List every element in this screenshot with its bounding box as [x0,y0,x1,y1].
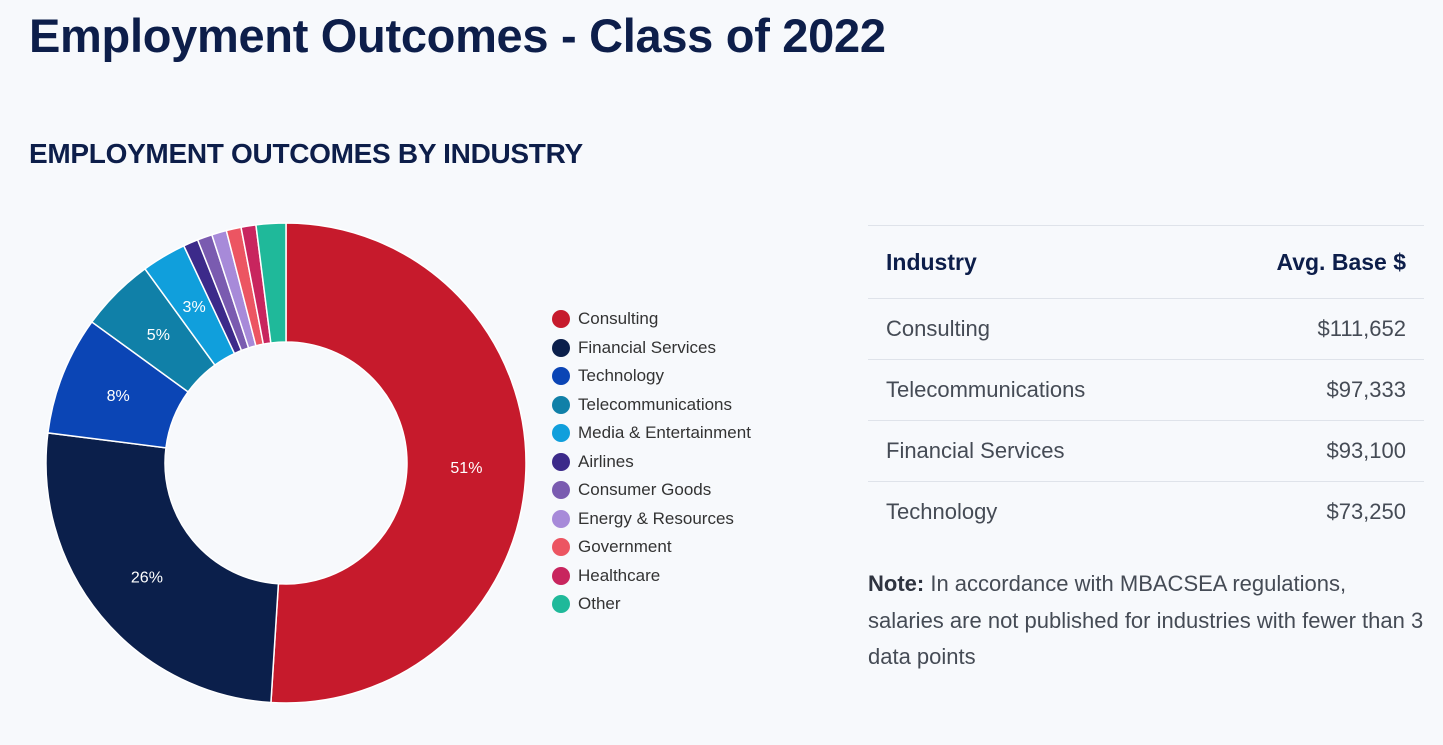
slice-label-financial-services: 26% [131,570,163,587]
row-salary: $97,333 [1194,359,1424,421]
legend-item-consumer-goods[interactable]: Consumer Goods [552,476,751,505]
table-row: Telecommunications $97,333 [868,359,1424,421]
legend-swatch [552,566,570,585]
header-avg-base: Avg. Base $ [1194,225,1424,299]
legend-item-media-and-entertainment[interactable]: Media & Entertainment [552,419,751,448]
note-label: Note: [868,571,925,596]
industry-donut-chart: 51% 26% 8% 5% 3% [45,222,527,704]
row-salary: $111,652 [1194,298,1424,360]
table-row: Technology $73,250 [868,481,1424,542]
table-header-row: Industry Avg. Base $ [868,225,1424,299]
legend-label: Financial Services [578,337,716,357]
legend-item-other[interactable]: Other [552,590,751,619]
slice-label-telecommunications: 5% [147,327,170,344]
legend-label: Technology [578,366,665,386]
legend-swatch [552,509,570,528]
row-industry: Financial Services [868,420,1195,482]
slice-financial-services [45,432,280,704]
legend-swatch [552,395,570,414]
legend-swatch [552,452,570,471]
header-industry: Industry [868,225,1195,299]
legend-label: Other [578,594,621,614]
legend-label: Airlines [578,451,634,471]
slice-consulting [270,222,527,704]
chart-legend: Consulting Financial Services Technology Te… [552,305,751,619]
legend-label: Consumer Goods [578,480,712,500]
table-row: Financial Services $93,100 [868,420,1424,482]
table-row: Consulting $111,652 [868,298,1424,360]
legend-item-telecommunications[interactable]: Telecommunications [552,391,751,420]
row-industry: Consulting [868,298,1195,360]
legend-item-airlines[interactable]: Airlines [552,448,751,477]
legend-label: Media & Entertainment [578,423,751,443]
legend-swatch [552,424,570,443]
legend-item-healthcare[interactable]: Healthcare [552,562,751,591]
page-title: Employment Outcomes - Class of 2022 [29,9,886,62]
row-industry: Telecommunications [868,359,1195,421]
legend-swatch [552,538,570,557]
donut-slices [45,222,527,704]
row-salary: $73,250 [1194,481,1424,542]
slice-label-media-and-entertainment: 3% [183,299,206,316]
salary-table: Industry Avg. Base $ Consulting $111,652… [868,225,1424,542]
row-industry: Technology [868,481,1195,542]
slice-other [255,222,287,344]
legend-label: Healthcare [578,565,661,585]
legend-label: Consulting [578,309,659,329]
legend-swatch [552,595,570,614]
legend-label: Government [578,537,672,557]
legend-item-financial-services[interactable]: Financial Services [552,334,751,363]
legend-item-consulting[interactable]: Consulting [552,305,751,334]
donut-labels: 51% 26% 8% 5% 3% [107,299,483,586]
legend-item-technology[interactable]: Technology [552,362,751,391]
legend-label: Energy & Resources [578,508,734,528]
legend-swatch [552,338,570,357]
legend-item-energy-and-resources[interactable]: Energy & Resources [552,505,751,534]
slice-label-consulting: 51% [450,460,482,477]
legend-swatch [552,310,570,329]
legend-swatch [552,367,570,386]
section-title: EMPLOYMENT OUTCOMES BY INDUSTRY [29,138,583,169]
salary-note: Note: In accordance with MBACSEA regulat… [868,566,1424,676]
legend-label: Telecommunications [578,394,733,414]
note-text: In accordance with MBACSEA regulations, … [868,571,1424,669]
legend-swatch [552,481,570,500]
row-salary: $93,100 [1194,420,1424,482]
legend-item-government[interactable]: Government [552,533,751,562]
slice-label-technology: 8% [107,388,130,405]
